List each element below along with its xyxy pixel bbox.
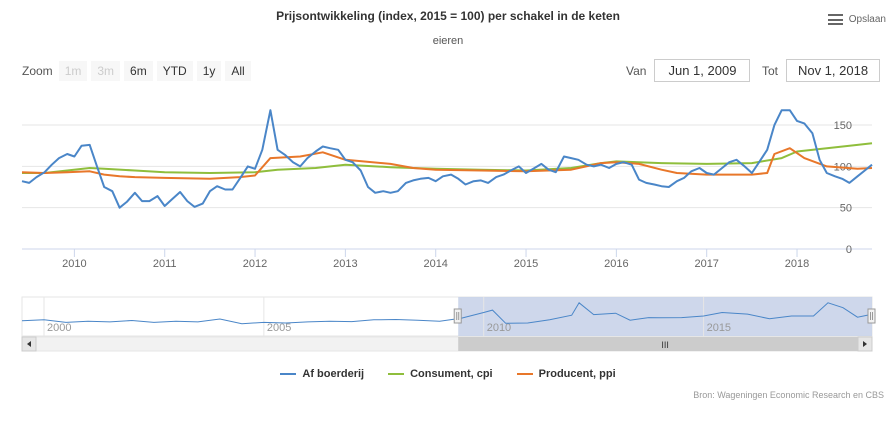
legend-label-boerderij: Af boerderij — [302, 368, 365, 380]
export-label: Opslaan — [848, 14, 886, 25]
legend-item-consument[interactable]: Consument, cpi — [388, 368, 493, 380]
y-tick-label-150: 150 — [834, 120, 852, 132]
navigator-handle-left — [453, 308, 462, 324]
range-to: Tot Nov 1, 2018 — [762, 59, 881, 82]
series-line-1 — [22, 142, 873, 174]
zoom-1m-button[interactable]: 1m — [58, 61, 88, 81]
navigator[interactable]: 2000 2005 2010 2015 — [21, 296, 876, 337]
navigator-label-2000: 2000 — [47, 322, 71, 334]
x-tick-label-2017: 2017 — [694, 258, 718, 270]
zoom-selector: Zoom 1m 3m 6m YTD 1y All — [22, 61, 255, 81]
legend-label-consument: Consument, cpi — [410, 368, 493, 380]
zoom-ytd-button[interactable]: YTD — [156, 61, 193, 81]
zoom-1y-button[interactable]: 1y — [196, 61, 222, 81]
range-from-label: Van — [626, 63, 647, 78]
navigator-series-line — [21, 302, 873, 325]
menu-icon — [827, 14, 843, 25]
x-tick-label-2015: 2015 — [514, 258, 538, 270]
legend-swatch-producent — [516, 373, 533, 375]
range-to-label: Tot — [762, 63, 779, 78]
navigator-label-2005: 2005 — [267, 322, 291, 334]
navigator-label-2015: 2015 — [707, 322, 731, 334]
legend-item-boerderij[interactable]: Af boerderij — [280, 368, 364, 380]
series-line-0 — [21, 109, 873, 209]
zoom-label: Zoom — [22, 64, 53, 78]
chart-subtitle: eieren — [432, 35, 464, 47]
zoom-6m-button[interactable]: 6m — [124, 61, 153, 81]
scroll-right-arrow-icon — [863, 341, 867, 347]
scrollbar-thumb — [458, 337, 872, 351]
y-tick-label-50: 50 — [840, 203, 852, 215]
scrollbar[interactable]: III — [21, 336, 873, 352]
chart-title: Prijsontwikkeling (index, 2015 = 100) pe… — [276, 9, 620, 23]
export-menu-button[interactable]: Opslaan — [827, 14, 886, 25]
x-tick-label-2011: 2011 — [153, 258, 177, 270]
x-axis-labels: 2010 2011 2012 2013 2014 2015 2016 2017 2018 — [62, 249, 809, 270]
navigator-handle-right — [867, 308, 876, 324]
x-tick-label-2010: 2010 — [62, 258, 86, 270]
legend-item-producent[interactable]: Producent, ppi — [516, 368, 616, 380]
range-from: Van Jun 1, 2009 — [626, 59, 751, 82]
legend-swatch-boerderij — [280, 373, 297, 375]
range-from-input[interactable]: Jun 1, 2009 — [654, 59, 751, 82]
x-tick-label-2016: 2016 — [604, 258, 628, 270]
y-tick-label-0: 0 — [846, 244, 852, 256]
zoom-3m-button[interactable]: 3m — [91, 61, 121, 81]
legend-swatch-consument — [388, 373, 405, 375]
scrollbar-grip-icon: III — [661, 340, 669, 350]
range-to-input[interactable]: Nov 1, 2018 — [786, 59, 881, 82]
scroll-left-arrow-icon — [27, 341, 31, 347]
series-lines — [21, 109, 873, 209]
x-tick-label-2013: 2013 — [333, 258, 357, 270]
grid-lines — [22, 124, 872, 250]
series-line-2 — [21, 147, 873, 180]
zoom-all-button[interactable]: All — [225, 61, 251, 81]
legend: Af boerderij Consument, cpi Producent, p… — [0, 368, 896, 380]
x-tick-label-2018: 2018 — [785, 258, 809, 270]
x-tick-label-2012: 2012 — [243, 258, 267, 270]
legend-label-producent: Producent, ppi — [538, 368, 616, 380]
x-tick-label-2014: 2014 — [423, 258, 447, 270]
credits: Bron: Wageningen Economic Research en CB… — [693, 390, 884, 400]
navigator-label-2010: 2010 — [487, 322, 511, 334]
